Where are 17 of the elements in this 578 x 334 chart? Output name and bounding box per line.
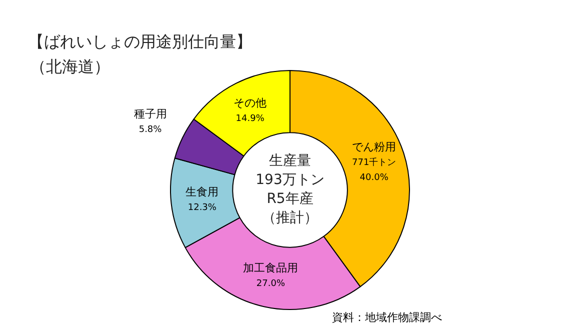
slice-label: 種子用 (134, 107, 167, 120)
chart-title: 【ばれいしょの用途別仕向量】 (28, 32, 252, 52)
chart-subtitle: （北海道） (30, 57, 110, 76)
slice-label: その他 (234, 96, 267, 110)
text: （推計） (262, 210, 318, 226)
slice-label: でん粉用 (352, 140, 396, 154)
text: 生産量 (269, 153, 311, 170)
text: 193万トン (256, 172, 324, 188)
slice-label: 生食用 (186, 186, 219, 199)
data-label: 771千トン 40.0% (352, 157, 396, 184)
data-label: 14.9% (236, 114, 265, 124)
data-label: 5.8% (138, 124, 162, 135)
text: 資料：地域作物課調べ (332, 310, 442, 324)
text: R5年産 (266, 191, 314, 208)
data-label: 27.0% (256, 279, 286, 290)
data-label: 12.3% (188, 203, 217, 214)
slice-label: 加工食品用 (243, 262, 298, 275)
